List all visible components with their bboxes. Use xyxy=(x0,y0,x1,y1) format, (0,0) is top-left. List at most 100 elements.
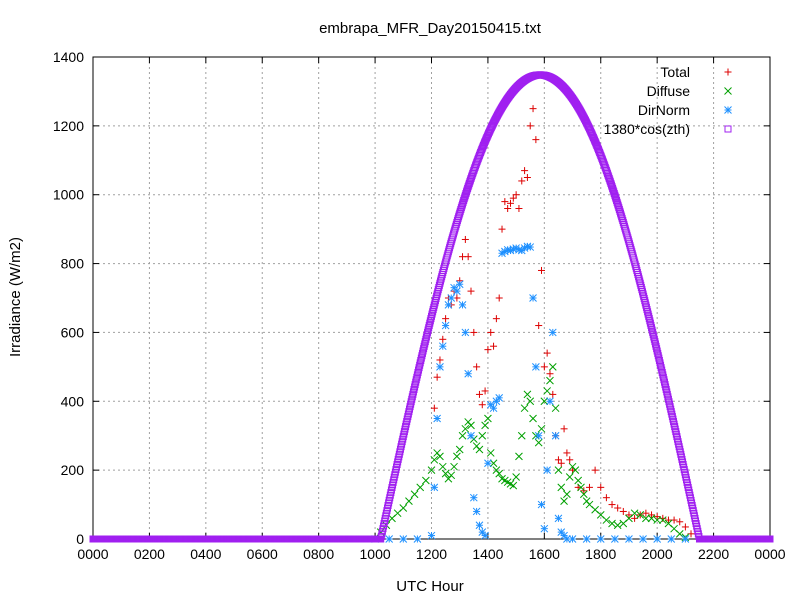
x-tick-label: 1400 xyxy=(472,546,503,562)
data-point xyxy=(597,483,605,491)
y-tick-label: 1400 xyxy=(53,49,84,65)
data-point xyxy=(537,424,546,433)
data-point xyxy=(442,315,450,323)
legend-item: Diffuse xyxy=(647,83,732,99)
data-point xyxy=(475,521,484,530)
data-point xyxy=(429,306,437,314)
data-point xyxy=(668,413,676,421)
data-point xyxy=(490,342,498,350)
data-point xyxy=(636,511,645,519)
data-point xyxy=(648,324,656,332)
data-point xyxy=(418,349,426,357)
data-point xyxy=(645,312,653,320)
data-point xyxy=(438,462,447,471)
data-point xyxy=(566,456,574,464)
data-point xyxy=(649,331,657,339)
x-tick-label: 2000 xyxy=(642,546,673,562)
data-point xyxy=(660,376,668,384)
data-point xyxy=(517,431,526,440)
data-point xyxy=(455,445,464,454)
data-point xyxy=(489,404,498,413)
data-point xyxy=(554,514,563,523)
data-point xyxy=(529,414,537,423)
data-point xyxy=(475,390,483,398)
data-point xyxy=(666,403,674,411)
data-point xyxy=(613,521,622,530)
data-point xyxy=(489,459,498,468)
data-point xyxy=(654,352,662,360)
data-point xyxy=(405,405,413,413)
data-point xyxy=(641,297,649,305)
data-point xyxy=(404,413,412,421)
data-point xyxy=(428,310,436,318)
data-point xyxy=(460,197,468,205)
data-point xyxy=(456,209,464,217)
data-point xyxy=(574,476,583,485)
data-point xyxy=(540,397,549,406)
data-point xyxy=(681,523,689,531)
data-point xyxy=(457,204,465,212)
data-point xyxy=(641,299,649,307)
data-point xyxy=(543,387,552,395)
data-point xyxy=(540,524,549,533)
data-point xyxy=(526,122,534,130)
x-axis-title: UTC Hour xyxy=(396,578,464,595)
data-point xyxy=(459,198,467,206)
data-point xyxy=(611,535,619,543)
data-point xyxy=(596,535,605,543)
data-point xyxy=(532,363,540,371)
data-point xyxy=(659,373,667,381)
data-point xyxy=(546,370,554,378)
x-tick-label: 1200 xyxy=(416,546,447,562)
data-point xyxy=(456,207,464,215)
data-point xyxy=(611,193,619,201)
data-point xyxy=(412,376,420,384)
data-point xyxy=(538,266,546,274)
data-point xyxy=(512,473,520,481)
data-point xyxy=(563,449,571,457)
data-point xyxy=(666,400,674,408)
data-point xyxy=(433,290,441,298)
data-point xyxy=(418,352,426,360)
data-point xyxy=(459,200,467,208)
data-point xyxy=(495,294,503,302)
legend-label: Diffuse xyxy=(647,83,691,99)
data-point xyxy=(406,403,414,411)
data-point xyxy=(515,204,523,212)
data-point xyxy=(430,404,438,412)
data-point xyxy=(681,535,690,543)
data-point xyxy=(642,303,650,311)
data-point xyxy=(427,466,436,474)
y-tick-label: 800 xyxy=(61,256,85,272)
data-point xyxy=(557,483,566,492)
data-point xyxy=(521,167,529,175)
data-point xyxy=(614,504,622,512)
y-tick-label: 0 xyxy=(76,531,84,547)
data-point xyxy=(399,535,408,543)
legend-item: DirNorm xyxy=(638,102,732,118)
data-point xyxy=(613,198,621,206)
data-point xyxy=(523,390,532,399)
data-point xyxy=(484,459,492,468)
data-point xyxy=(415,366,423,374)
legend-marker xyxy=(724,106,732,114)
data-point xyxy=(413,535,422,543)
data-point xyxy=(612,195,620,203)
data-point xyxy=(472,507,481,516)
x-tick-label: 0200 xyxy=(134,546,165,562)
data-point xyxy=(409,390,417,398)
data-point xyxy=(402,420,410,428)
legend: Total Diffuse DirNorm 1380*cos(zth) xyxy=(604,64,732,137)
data-point xyxy=(548,363,557,371)
data-point xyxy=(557,459,565,467)
data-point xyxy=(608,519,616,528)
data-point xyxy=(551,431,560,440)
data-point xyxy=(419,347,427,355)
data-point xyxy=(458,202,466,210)
legend-label: 1380*cos(zth) xyxy=(604,121,690,137)
data-point xyxy=(403,415,411,423)
data-point xyxy=(670,418,678,426)
data-point xyxy=(411,381,419,389)
data-point xyxy=(613,197,621,205)
